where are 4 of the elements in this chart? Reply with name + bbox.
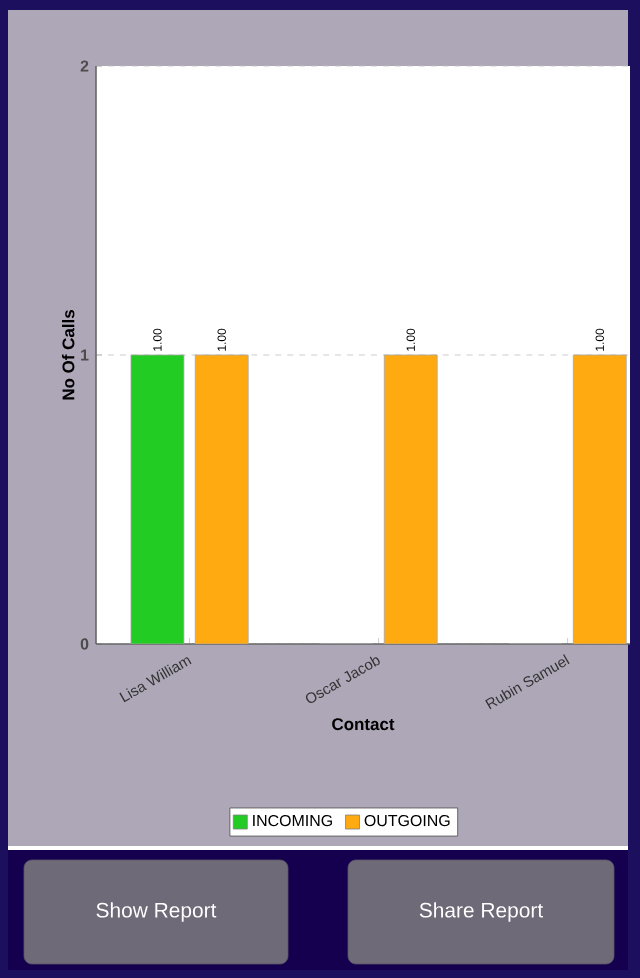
text: Show Report — [96, 902, 217, 922]
y-axis-title: No Of Calls — [61, 310, 75, 400]
x-axis-title: Contact — [332, 718, 395, 731]
text: Share Report — [419, 902, 544, 922]
